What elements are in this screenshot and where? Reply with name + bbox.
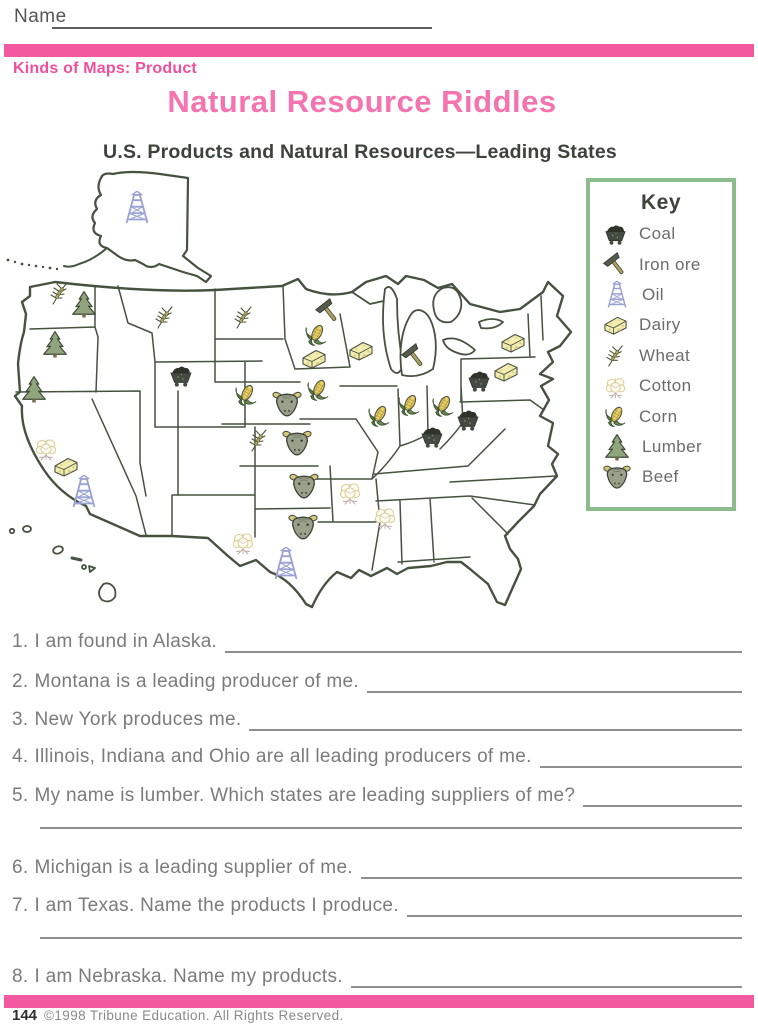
hawaii-islands — [8, 525, 117, 603]
coal-cart-icon — [605, 224, 626, 245]
category-label: Kinds of Maps: Product — [13, 60, 197, 77]
map-key: Key Coal Iron ore Oil Dairy Wheat Cotton Corn L… — [586, 178, 736, 511]
question-number: 8. — [12, 966, 29, 987]
answer-blank-line — [539, 742, 742, 768]
key-item-beef: Beef — [590, 462, 732, 492]
question-6: 6. Michigan is a leading supplier of me. — [12, 853, 742, 879]
question-2: 2. Montana is a leading producer of me. — [12, 667, 742, 693]
question-5: 5. My name is lumber. Which states are le… — [12, 781, 742, 807]
question-text: New York produces me. — [34, 709, 242, 730]
key-item-wheat: Wheat — [590, 341, 732, 371]
key-item-label: Dairy — [639, 315, 681, 335]
question-number: 7. — [12, 895, 29, 916]
footer: 144 ©1998 Tribune Education. All Rights … — [12, 1007, 344, 1024]
key-items: Coal Iron ore Oil Dairy Wheat Cotton Corn Lumbe… — [590, 219, 732, 493]
question-text: I am found in Alaska. — [34, 631, 218, 652]
question-number: 6. — [12, 857, 29, 878]
answer-blank-line — [350, 962, 742, 988]
question-number: 2. — [12, 671, 29, 692]
answer-blank-line — [406, 891, 742, 917]
answer-blank-line — [249, 705, 742, 731]
key-item-dairy: Dairy — [590, 310, 732, 340]
key-title: Key — [640, 191, 682, 214]
great-lakes — [351, 286, 504, 378]
bottom-divider-bar — [4, 995, 754, 1008]
key-item-corn: Corn — [590, 401, 732, 431]
question-3: 3. New York produces me. — [12, 705, 742, 731]
pine-tree-icon — [605, 433, 629, 461]
question-number: 3. — [12, 709, 29, 730]
answer-blank-line — [366, 667, 742, 693]
answer-blank-line — [225, 627, 742, 653]
question-text: My name is lumber. Which states are lead… — [34, 785, 576, 806]
answer-blank-line — [583, 781, 742, 807]
hammer-icon — [603, 252, 628, 278]
answer-continuation-line — [40, 827, 742, 829]
copyright-text: ©1998 Tribune Education. All Rights Rese… — [44, 1008, 344, 1023]
question-text: I am Texas. Name the products I produce. — [34, 895, 399, 916]
question-text: Illinois, Indiana and Ohio are all leadi… — [34, 746, 532, 767]
corn-icon — [603, 404, 628, 430]
alaska-outline — [6, 170, 213, 284]
key-item-cotton: Cotton — [590, 371, 732, 401]
key-item-label: Cotton — [639, 376, 692, 396]
cotton-icon — [605, 377, 626, 399]
key-item-coal: Coal — [590, 219, 732, 249]
cheese-icon — [604, 316, 627, 335]
question-4: 4. Illinois, Indiana and Ohio are all lea… — [12, 742, 742, 768]
key-item-label: Corn — [639, 406, 678, 426]
question-text: I am Nebraska. Name my products. — [34, 966, 343, 987]
key-item-oil: Oil — [590, 280, 732, 310]
key-item-iron-ore: Iron ore — [590, 249, 732, 279]
question-8: 8. I am Nebraska. Name my products. — [12, 962, 742, 988]
key-item-lumber: Lumber — [590, 432, 732, 462]
name-label: Name — [14, 6, 67, 27]
answer-blank-line — [360, 853, 742, 879]
bull-head-icon — [603, 465, 631, 489]
answer-continuation-line — [40, 937, 742, 939]
us-products-map — [6, 170, 573, 609]
question-number: 1. — [12, 631, 29, 652]
map-title: U.S. Products and Natural Resources—Lead… — [103, 141, 617, 163]
aleutian-islands — [6, 258, 59, 271]
question-number: 4. — [12, 746, 29, 767]
question-7: 7. I am Texas. Name the products I produc… — [12, 891, 742, 917]
key-item-label: Coal — [639, 224, 676, 244]
page-title: Natural Resource Riddles — [167, 84, 557, 119]
state-borders — [15, 285, 557, 571]
question-1: 1. I am found in Alaska. — [12, 627, 742, 653]
key-item-label: Oil — [642, 284, 664, 304]
question-text: Montana is a leading producer of me. — [34, 671, 359, 692]
key-item-label: Wheat — [639, 345, 691, 365]
name-blank-line — [52, 27, 432, 29]
question-text: Michigan is a leading supplier of me. — [34, 857, 353, 878]
key-item-label: Beef — [642, 467, 679, 487]
oil-derrick-icon — [607, 280, 627, 309]
question-number: 5. — [12, 785, 29, 806]
key-item-label: Lumber — [642, 436, 703, 456]
top-divider-bar — [4, 44, 754, 57]
page-number: 144 — [12, 1007, 38, 1024]
key-item-label: Iron ore — [639, 254, 701, 274]
wheat-icon — [606, 345, 623, 367]
